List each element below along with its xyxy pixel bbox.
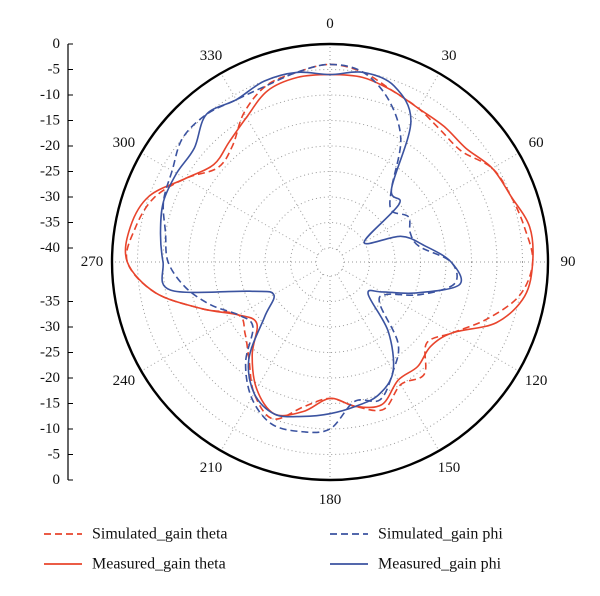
grid-circle xyxy=(239,171,421,353)
radial-tick-label: -15 xyxy=(40,113,60,129)
angle-tick-label: 30 xyxy=(442,48,457,64)
grid-spoke xyxy=(140,268,319,372)
grid-circle xyxy=(162,94,498,430)
radial-tick-label: -25 xyxy=(40,345,60,361)
grid-circle xyxy=(137,69,523,455)
polar-grid xyxy=(110,42,550,482)
legend-label: Simulated_gain phi xyxy=(378,526,503,543)
series-layer xyxy=(124,63,534,434)
series-line-1 xyxy=(125,63,534,420)
series-line-4 xyxy=(159,71,463,418)
legend-label: Measured_gain phi xyxy=(378,556,502,573)
angle-tick-label: 60 xyxy=(529,135,544,151)
radial-tick-label: -5 xyxy=(48,447,61,463)
grid-circle xyxy=(188,120,472,404)
radial-tick-label: -35 xyxy=(40,215,60,231)
radial-tick-label: -30 xyxy=(40,319,60,335)
radial-axis: 0 -5 -10 -15 -20 -25 -30 -35 -40 -35 -30 -25 -20 -15 -… xyxy=(40,36,73,488)
radial-tick-label: -10 xyxy=(40,421,60,437)
radial-tick-label: -10 xyxy=(40,87,60,103)
angle-tick-label: 120 xyxy=(525,373,548,389)
radial-tick-label: -20 xyxy=(40,138,60,154)
angle-tick-label: 240 xyxy=(113,373,136,389)
angle-tick-label: 300 xyxy=(113,135,136,151)
grid-circle xyxy=(290,222,370,302)
grid-circle xyxy=(315,247,345,277)
grid-spoke xyxy=(336,273,440,452)
angle-ticks: 0 30 60 90 120 150 180 210 240 270 300 330 xyxy=(81,16,576,508)
grid-circle xyxy=(264,196,396,328)
radial-tick-label: 0 xyxy=(53,472,61,488)
radial-tick-label: -5 xyxy=(48,62,61,78)
radial-tick-label: -30 xyxy=(40,189,60,205)
angle-tick-label: 180 xyxy=(319,492,342,508)
radial-tick-label: -40 xyxy=(40,240,60,256)
outer-circle xyxy=(110,42,550,482)
legend-label: Simulated_gain theta xyxy=(92,526,228,543)
radial-tick-label: 0 xyxy=(53,36,61,52)
radial-tick-label: -20 xyxy=(40,370,60,386)
legend-label: Measured_gain theta xyxy=(92,556,226,573)
series-line-3 xyxy=(162,63,458,434)
angle-tick-label: 150 xyxy=(438,460,461,476)
angle-tick-label: 90 xyxy=(561,254,576,270)
angle-tick-label: 270 xyxy=(81,254,104,270)
series-line-2 xyxy=(124,73,534,417)
grid-circle xyxy=(213,145,447,379)
radial-tick-label: -15 xyxy=(40,396,60,412)
angle-tick-label: 210 xyxy=(200,460,223,476)
radial-tick-label: -25 xyxy=(40,164,60,180)
legend: Simulated_gain theta Simulated_gain phi Me… xyxy=(44,526,503,573)
radial-tick-label: -35 xyxy=(40,294,60,310)
angle-tick-label: 330 xyxy=(200,48,223,64)
angle-tick-label: 0 xyxy=(326,16,334,32)
